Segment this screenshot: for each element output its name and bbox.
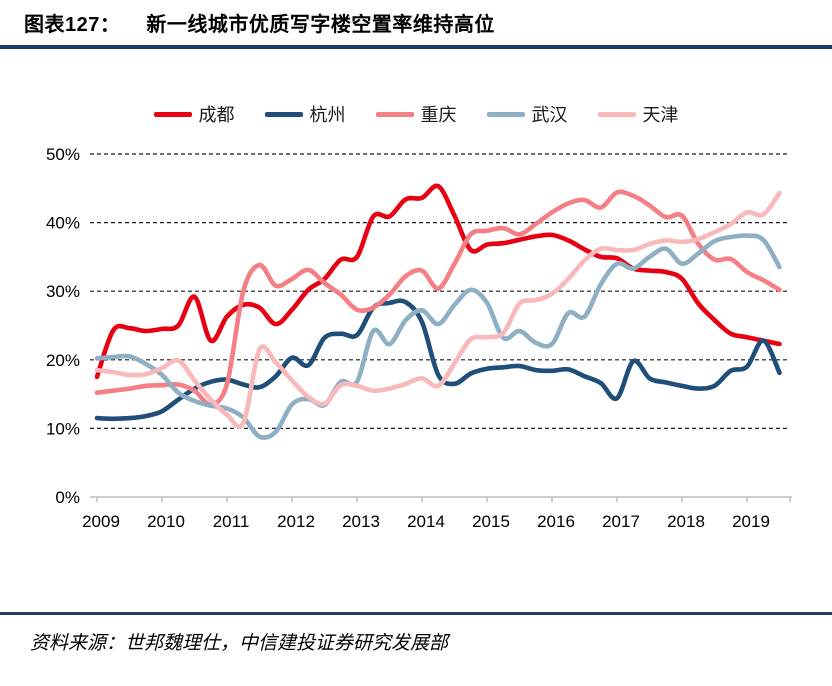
legend-swatch-hangzhou <box>264 111 303 117</box>
series-line-hangzhou <box>94 298 782 422</box>
figure-number: 图表127： <box>24 14 121 36</box>
legend-label-hangzhou: 杭州 <box>309 105 346 125</box>
legend-swatch-chongqing <box>375 111 414 117</box>
y-tick-label: 40% <box>46 214 80 233</box>
legend-swatch-chengdu <box>153 111 192 117</box>
legend-item-chengdu: 成都 <box>153 101 235 127</box>
legend-label-tianjin: 天津 <box>642 105 679 125</box>
legend-swatch-wuhan <box>486 111 525 117</box>
series-line-tianjin <box>94 190 782 430</box>
y-tick-label: 30% <box>46 282 80 301</box>
legend-item-tianjin: 天津 <box>597 101 679 127</box>
series-line-wuhan <box>94 233 782 440</box>
source-note: 资料来源：世邦魏理仕，中信建投证券研究发展部 <box>30 633 449 654</box>
legend-item-hangzhou: 杭州 <box>264 101 346 127</box>
figure-title-text: 新一线城市优质写字楼空置率维持高位 <box>146 14 495 36</box>
y-tick-label: 0% <box>55 488 80 507</box>
x-tick-label: 2013 <box>342 512 380 531</box>
vacancy-rate-line-chart: 0% 10% 20% 30% 40% 50% 2009 2010 2011 2012 2013 201… <box>46 145 792 531</box>
chart-legend: 成都 杭州 重庆 武汉 天津 <box>0 101 832 127</box>
x-tick-label: 2018 <box>667 512 705 531</box>
x-tick-label: 2009 <box>82 512 120 531</box>
x-tick-label: 2010 <box>147 512 185 531</box>
figure-title: 图表127： 新一线城市优质写字楼空置率维持高位 <box>24 8 814 37</box>
x-tick-label: 2012 <box>277 512 315 531</box>
top-divider <box>0 45 832 49</box>
legend-label-chengdu: 成都 <box>198 105 235 125</box>
x-tick-label: 2014 <box>407 512 445 531</box>
x-tick-label: 2019 <box>732 512 770 531</box>
x-axis-labels: 2009 2010 2011 2012 2013 2014 2015 2016 2017 2018… <box>82 512 770 531</box>
legend-label-wuhan: 武汉 <box>531 105 568 125</box>
x-tick-label: 2017 <box>602 512 640 531</box>
x-tick-label: 2011 <box>213 512 250 531</box>
series-lines <box>94 183 782 440</box>
y-axis-labels: 0% 10% 20% 30% 40% 50% <box>46 145 80 507</box>
legend-swatch-tianjin <box>597 111 636 117</box>
y-tick-label: 10% <box>46 419 80 438</box>
legend-item-wuhan: 武汉 <box>486 101 568 127</box>
gridlines <box>90 153 790 429</box>
series-line-chengdu <box>94 183 782 380</box>
y-tick-label: 20% <box>46 351 80 370</box>
y-tick-label: 50% <box>46 145 80 164</box>
x-axis <box>90 496 792 502</box>
bottom-divider <box>0 612 832 615</box>
x-tick-label: 2015 <box>472 512 510 531</box>
legend-item-chongqing: 重庆 <box>375 101 457 127</box>
legend-label-chongqing: 重庆 <box>420 105 457 125</box>
x-tick-label: 2016 <box>537 512 575 531</box>
